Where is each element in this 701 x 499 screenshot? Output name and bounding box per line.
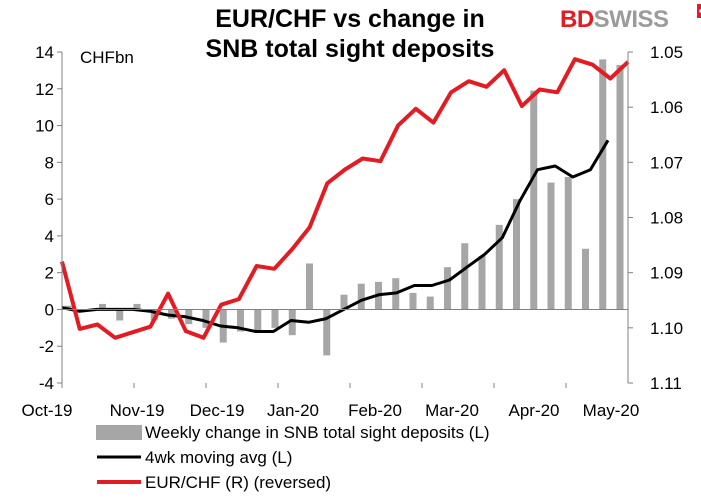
moving-average-line [61, 139, 610, 333]
bar-weekly-change [340, 294, 348, 310]
right-tick-label: 1.10 [650, 319, 683, 338]
brand-logo: BDSWISS [560, 4, 701, 34]
left-tick-label: -2 [39, 337, 54, 356]
right-tick-label: 1.06 [650, 98, 683, 117]
x-tick-label: Dec-19 [190, 401, 245, 420]
axes: 14 12 10 8 6 4 2 0 -2 -4 1.05 1.06 1.07 1.08 1.09 1.10 1… [21, 43, 683, 420]
chart-title: EUR/CHF vs change in SNB total sight dep… [150, 4, 550, 64]
x-tick-label: Apr-20 [508, 401, 559, 420]
line-series [60, 57, 630, 340]
x-tick-label: Feb-20 [348, 401, 402, 420]
bar-weekly-change [426, 296, 434, 310]
right-tick-label: 1.11 [650, 374, 682, 393]
left-tick-label: 14 [35, 43, 54, 62]
x-tick-label: Mar-20 [425, 401, 479, 420]
logo-swiss-cross-icon [697, 4, 701, 18]
left-tick-label: 6 [45, 190, 54, 209]
x-tick-label: Nov-19 [110, 401, 165, 420]
x-tick-label: Jan-20 [267, 401, 319, 420]
bar-weekly-change [616, 64, 624, 310]
bar-weekly-change [495, 224, 503, 310]
left-tick-label: 8 [45, 153, 54, 172]
left-tick-label: 2 [45, 264, 54, 283]
legend-swatch-bar [96, 425, 142, 440]
right-tick-label: 1.08 [650, 209, 683, 228]
bar-weekly-change [323, 309, 331, 356]
left-tick-label: 10 [35, 117, 54, 136]
bar-weekly-change [116, 309, 124, 321]
bar-weekly-change [288, 309, 296, 336]
left-tick-label: 0 [45, 300, 54, 319]
bar-weekly-change [271, 309, 279, 328]
bar-weekly-change [478, 256, 486, 310]
x-tick-label: May-20 [583, 401, 640, 420]
chart-title-line2: SNB total sight deposits [205, 35, 495, 63]
bar-weekly-change [582, 248, 589, 310]
eurchf-line [60, 57, 630, 340]
bar-weekly-change [461, 243, 469, 310]
logo-part-bd: BD [560, 6, 594, 33]
bar-weekly-change [133, 303, 141, 310]
legend-label: EUR/CHF (R) (reversed) [145, 473, 331, 492]
bar-weekly-change [254, 309, 262, 332]
left-tick-label: 4 [45, 227, 54, 246]
bar-weekly-change [150, 309, 158, 321]
bar-weekly-change [599, 59, 607, 310]
bar-weekly-change [409, 292, 417, 310]
bar-weekly-change [237, 309, 244, 332]
legend-label: Weekly change in SNB total sight deposit… [145, 423, 490, 442]
x-tick-label: Oct-19 [21, 401, 72, 420]
bar-weekly-change [99, 303, 106, 310]
bar-weekly-change [547, 182, 555, 310]
right-tick-label: 1.09 [650, 264, 683, 283]
legend-label: 4wk moving avg (L) [145, 448, 292, 467]
logo-part-swiss: SWISS [593, 6, 669, 33]
left-axis-unit: CHFbn [80, 48, 134, 67]
left-tick-label: -4 [39, 374, 54, 393]
bar-weekly-change [444, 267, 451, 310]
bar-weekly-change [357, 283, 365, 310]
chart-title-line1: EUR/CHF vs change in [215, 5, 485, 33]
left-tick-label: 12 [35, 80, 54, 99]
legend: Weekly change in SNB total sight deposit… [96, 423, 490, 492]
bar-weekly-change [564, 177, 572, 310]
bar-weekly-change [513, 199, 520, 310]
bar-weekly-change [202, 309, 210, 328]
bar-weekly-change [530, 90, 538, 310]
bar-weekly-change [306, 263, 313, 310]
right-tick-label: 1.05 [650, 43, 683, 62]
right-tick-label: 1.07 [650, 153, 683, 172]
